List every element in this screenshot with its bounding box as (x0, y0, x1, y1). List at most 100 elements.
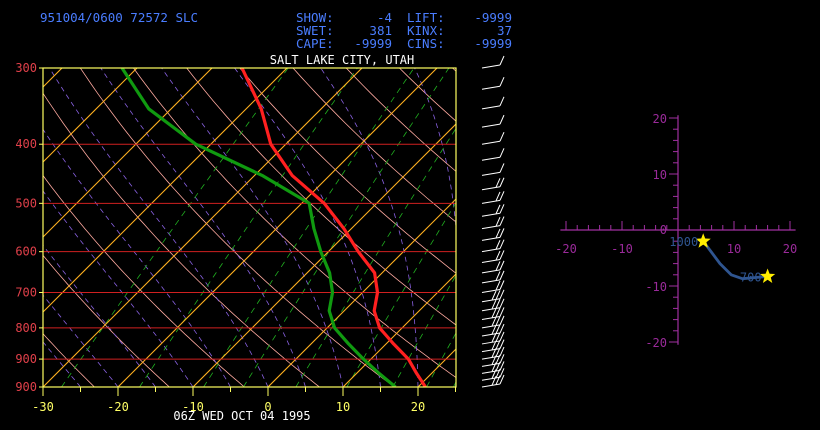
profiles (120, 68, 427, 387)
wind-barb (481, 250, 505, 263)
barb-staff (481, 64, 501, 69)
barb-flag (499, 132, 505, 142)
wind-barb (481, 96, 505, 110)
index-cins-label: CINS: (407, 36, 445, 51)
barb-flag (499, 260, 505, 271)
dry-adiabat (239, 68, 456, 274)
wind-barb (481, 204, 505, 217)
barb-flag (499, 298, 505, 308)
temperature-tick-label: 20 (411, 400, 425, 414)
pressure-tick-labels: 300 400 500 600 700 800 900 900 (15, 61, 43, 394)
isotherm (43, 68, 138, 163)
index-cape-label: CAPE: (296, 36, 334, 51)
wind-barb (481, 228, 505, 241)
barb-flag (499, 323, 505, 334)
moist-adiabat (568, 59, 646, 387)
dry-adiabat (548, 59, 820, 387)
barb-flag (499, 331, 505, 342)
barb-flag (499, 307, 505, 317)
barb-flag (495, 240, 501, 250)
dry-adiabat (292, 68, 456, 223)
dry-adiabat (812, 59, 820, 387)
barb-flag (499, 270, 505, 281)
chart-title: SALT LAKE CITY, UTAH (270, 53, 415, 67)
wind-barb (481, 289, 505, 303)
barb-flag (495, 324, 501, 334)
barb-staff (481, 307, 501, 312)
temperature-tick-label: 10 (336, 400, 350, 414)
barb-flag (499, 77, 505, 87)
wind-barb (481, 315, 505, 329)
barb-flag (499, 96, 505, 107)
plot-frame (42, 67, 457, 388)
barb-staff (481, 324, 501, 329)
barb-flag (495, 204, 501, 215)
background-lines (43, 59, 820, 387)
index-show-label: SHOW: (296, 10, 334, 25)
barb-staff (481, 340, 501, 345)
isotherm (117, 68, 438, 387)
barb-flag (495, 290, 501, 300)
barb-staff (481, 332, 501, 337)
barb-flag (499, 177, 505, 187)
barb-flag (499, 228, 505, 238)
barb-flag (495, 261, 501, 271)
index-kinx-label: KINX: (407, 23, 445, 38)
barb-flag (499, 374, 505, 385)
barb-staff (481, 105, 501, 110)
barb-flag (499, 114, 505, 125)
pressure-tick-label: 900 (15, 352, 37, 366)
barb-flag (499, 289, 505, 299)
index-show-value: -4 (377, 10, 392, 25)
barb-staff (481, 298, 501, 303)
pressure-tick-label: 900 (15, 380, 37, 394)
barb-flag (499, 354, 505, 364)
moist-adiabat (49, 68, 269, 387)
moist-adiabat (43, 341, 81, 387)
hodo-x-tick-label: 10 (727, 242, 741, 256)
index-lift-label: LIFT: (407, 10, 445, 25)
barb-flag (491, 340, 497, 351)
pressure-tick-label: 600 (15, 245, 37, 259)
moist-adiabat (414, 68, 456, 387)
barb-flag (499, 315, 505, 326)
barb-staff (481, 248, 501, 253)
index-kinx-value: 37 (497, 23, 512, 38)
hodo-origin-label: 0 (660, 223, 667, 237)
mixing-ratio-line (243, 68, 450, 387)
pressure-tick-label: 500 (15, 196, 37, 210)
hodo-y-tick-label: -20 (645, 336, 667, 350)
barb-flag (495, 280, 501, 291)
wind-barb (481, 260, 505, 274)
isotherm (43, 68, 363, 387)
barb-staff (481, 140, 501, 145)
hodo-x-tick-label: -20 (555, 242, 577, 256)
dry-adiabat (451, 68, 456, 72)
temperature-tick-labels: -30 -20 -10 0 10 20 (32, 387, 456, 414)
barb-flag (499, 148, 505, 158)
mixing-ratio-line (61, 68, 289, 387)
wind-barb (481, 298, 505, 312)
hodo-level-label: 1000 (669, 235, 698, 249)
barb-flag (495, 178, 501, 188)
dry-adiabat (79, 68, 395, 387)
barb-flag (499, 368, 505, 378)
hodo-x-tick-label: -10 (611, 242, 633, 256)
barb-staff (481, 186, 501, 191)
barb-staff (481, 383, 501, 388)
index-cins-value: -9999 (474, 36, 512, 51)
barb-staff (481, 156, 501, 161)
barb-staff (481, 355, 501, 360)
wind-barb (481, 55, 505, 69)
wind-barb (481, 270, 505, 284)
moist-adiabat (43, 294, 119, 387)
barb-staff (481, 258, 501, 263)
barb-flag (491, 299, 497, 310)
temperature-profile (240, 68, 427, 387)
index-swet-value: 381 (369, 23, 392, 38)
isotherm (568, 68, 820, 387)
dry-adiabat (43, 254, 170, 387)
moist-adiabat (43, 244, 156, 387)
barb-staff (481, 225, 501, 230)
